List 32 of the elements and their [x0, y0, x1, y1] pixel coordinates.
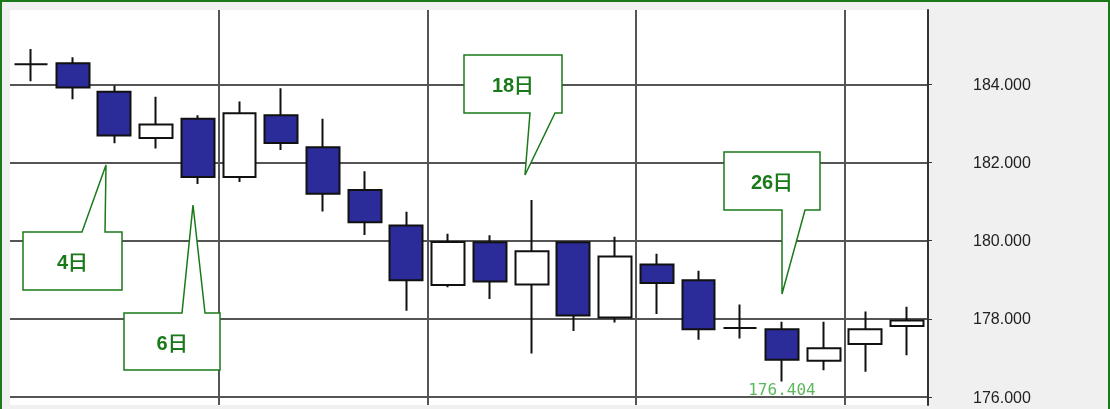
annotation: 176.404	[748, 379, 816, 399]
annotation: 18日	[490, 73, 536, 98]
candlestick	[13, 48, 49, 83]
candlestick	[430, 232, 466, 289]
candlestick	[514, 199, 550, 355]
candlestick	[555, 241, 591, 333]
annotation: 26日	[749, 170, 795, 195]
candlestick	[764, 320, 800, 383]
annotation: 4日	[55, 250, 90, 275]
candlestick	[138, 95, 174, 150]
candlestick	[847, 310, 883, 373]
candlestick	[263, 87, 299, 152]
candlestick	[889, 305, 925, 357]
y-tick-label: 176.000	[973, 388, 1031, 406]
y-tick-label: 184.000	[973, 75, 1031, 93]
candlestick	[222, 100, 257, 184]
candlestick	[388, 210, 424, 312]
candlestick	[597, 235, 633, 324]
candlestick	[722, 303, 758, 340]
candlestick	[180, 114, 216, 186]
candlestick	[681, 269, 716, 341]
annotation: 6日	[155, 330, 189, 356]
candlestick	[639, 252, 675, 315]
y-tick-label: 178.000	[973, 310, 1031, 328]
candlestick	[806, 320, 842, 372]
candlestick	[472, 234, 508, 301]
candlestick	[347, 170, 383, 236]
y-tick-label: 182.000	[973, 154, 1031, 172]
candlestick	[96, 84, 132, 145]
candlestick	[305, 117, 341, 213]
candlestick	[55, 56, 91, 101]
y-tick-label: 180.000	[973, 232, 1031, 250]
